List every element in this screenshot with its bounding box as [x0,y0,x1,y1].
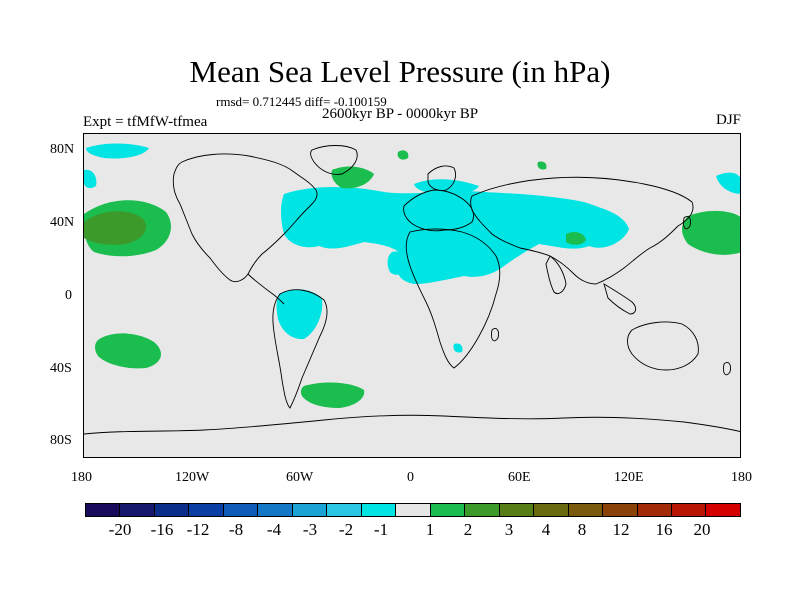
colorbar-swatch [430,504,466,516]
colorbar-swatch [86,504,121,516]
colorbar-label: 20 [693,520,711,539]
colorbar-label: 1 [425,520,435,539]
cyan-region-alaska [84,169,97,189]
colorbar-label: 12 [612,520,630,539]
colorbar-label: 16 [655,520,673,539]
coast-scandinavia [427,165,457,191]
colorbar-swatch [499,504,535,516]
coast-asia [470,176,694,285]
coast-new-zealand [723,361,731,376]
green-region-barents [397,150,409,160]
green-region-siberia-east [537,161,547,170]
colorbar [85,503,741,517]
colorbar-label: -16 [150,520,174,539]
colorbar-swatch [120,504,155,516]
lon-tick-label: 120W [175,470,210,485]
cyan-region-arctic-northwest [86,143,149,159]
positive-anomaly-regions [84,150,740,408]
colorbar-label: 3 [504,520,514,539]
colorbar-swatch [223,504,259,516]
colorbar-label: -12 [186,520,210,539]
coast-australia [627,321,699,371]
colorbar-swatch [603,504,638,516]
lat-tick-label: 40N [50,215,75,230]
map-panel [83,133,741,458]
green-region-east-pacific [682,211,740,255]
coast-africa [405,228,501,369]
colorbar-swatch [671,504,707,516]
map-title: Mean Sea Level Pressure (in hPa) [189,54,611,89]
colorbar-label: -8 [228,520,244,539]
colorbar-label: 2 [463,520,473,539]
green-region-himalaya [566,232,586,245]
coast-south-america [272,289,328,409]
lat-tick-label: 80S [50,433,72,448]
colorbar-swatch [396,504,431,516]
lat-tick-label: 0 [65,288,72,303]
negative-anomaly-regions [84,143,740,353]
lon-tick-label: 120E [614,470,644,485]
coastlines [84,145,740,435]
lon-tick-label: 60E [508,470,531,485]
colorbar-swatch [534,504,569,516]
season-label: DJF [715,112,741,128]
lon-tick-label: 180 [71,470,92,485]
colorbar-label: -4 [266,520,282,539]
colorbar-swatch [361,504,397,516]
coast-southeast-asia [603,283,637,315]
cyan-region-south-africa [453,343,463,353]
lat-tick-label: 40S [50,361,72,376]
lon-tick-label: 180 [731,470,752,485]
colorbar-swatch [568,504,604,516]
lon-tick-label: 60W [286,470,314,485]
lat-tick-label: 80N [50,142,75,157]
colorbar-swatch [258,504,293,516]
cyan-region-north-pacific-east [716,172,740,194]
lon-tick-label: 0 [407,470,414,485]
coast-north-america [172,153,318,283]
colorbar-label: -20 [108,520,132,539]
colorbar-label: 8 [577,520,587,539]
cyan-region-sahara-west [387,251,410,275]
green-core-north-pacific [84,211,146,245]
coast-europe [403,189,475,232]
cyan-region-north-america [294,200,377,234]
green-region-south-atlantic [300,382,365,408]
colorbar-swatch [706,504,740,516]
period-label: 2600kyr BP - 0000kyr BP [322,106,479,122]
pressure-anomaly-map [84,143,740,435]
colorbar-swatch [637,504,672,516]
colorbar-label: 4 [541,520,551,539]
colorbar-label: -1 [373,520,389,539]
coast-india [545,255,567,295]
rmsd-diff-stats: rmsd= 0.712445 diff= -0.100159 [216,94,387,109]
experiment-label: Expt = tfMfW-tfmea [83,114,208,130]
colorbar-swatch [327,504,362,516]
colorbar-label: -2 [338,520,354,539]
cyan-region-south-america [276,289,323,340]
colorbar-swatch [189,504,224,516]
colorbar-swatch [154,504,190,516]
colorbar-label: -3 [302,520,318,539]
green-region-south-pacific [95,333,161,369]
colorbar-swatch [292,504,328,516]
coast-madagascar [491,327,499,342]
green-region-siberia [331,166,374,189]
cyan-region-arabia [497,232,524,254]
coast-central-america [247,273,285,305]
coast-antarctica [84,414,740,435]
colorbar-swatch [465,504,500,516]
coast-japan [683,215,691,230]
coast-greenland [310,145,358,175]
